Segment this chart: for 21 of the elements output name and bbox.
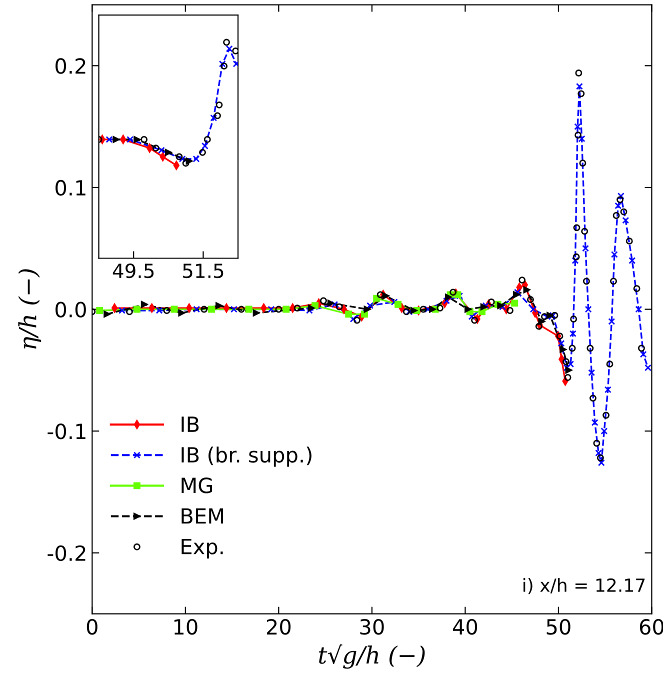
legend-label: IB (br. supp.) — [182, 446, 312, 467]
legend-label: Exp. — [182, 538, 223, 558]
x-tick-label: 50 — [546, 618, 570, 635]
x-tick-label: 49.5 — [112, 263, 154, 278]
x-tick-label: 10 — [174, 618, 198, 635]
x-tick-label: 20 — [266, 618, 291, 635]
x-axis-title: t√g/h (−) — [318, 644, 425, 669]
x-tick-label: 40 — [452, 618, 478, 635]
legend-label: BEM — [182, 508, 224, 524]
y-tick-label: -0.1 — [48, 424, 86, 440]
legend-label: IB — [182, 416, 199, 432]
x-tick-label: 30 — [360, 618, 384, 635]
legend-label: MG — [182, 478, 212, 494]
y-tick-label: -0.2 — [48, 545, 86, 562]
x-tick-label: 51.5 — [183, 264, 224, 278]
y-axis-title: η/h (−) — [18, 269, 42, 349]
y-tick-label: 0.1 — [56, 180, 86, 196]
annotation: i) x/h = 12.17 — [524, 578, 645, 594]
y-tick-label: 0.2 — [56, 58, 86, 74]
y-tick-label: 0.0 — [56, 302, 86, 318]
x-tick-label: 0 — [86, 618, 98, 635]
